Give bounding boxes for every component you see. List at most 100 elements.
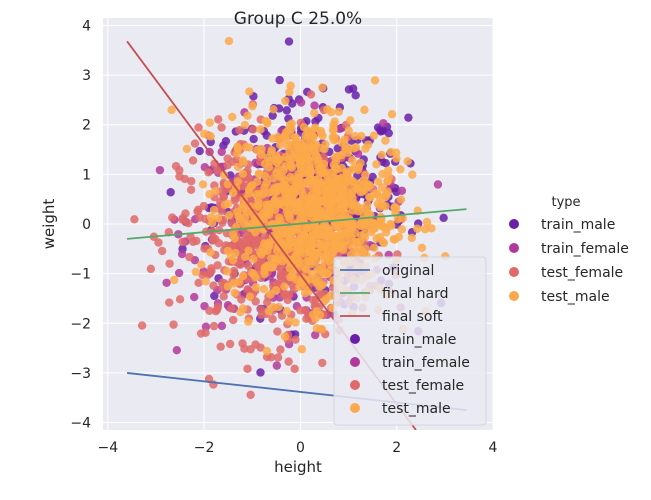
data-point bbox=[319, 220, 329, 230]
data-point bbox=[186, 185, 196, 195]
data-point bbox=[357, 131, 366, 141]
data-point bbox=[295, 250, 305, 260]
data-point bbox=[174, 268, 184, 278]
data-point bbox=[244, 246, 253, 255]
data-point bbox=[363, 140, 373, 149]
data-point bbox=[235, 125, 244, 135]
data-point bbox=[365, 192, 374, 202]
data-point bbox=[266, 290, 275, 299]
data-point bbox=[307, 239, 316, 248]
data-point bbox=[167, 105, 176, 115]
data-point bbox=[177, 249, 187, 259]
data-point bbox=[390, 235, 400, 244]
data-point bbox=[282, 106, 291, 115]
data-point bbox=[284, 317, 294, 326]
data-point bbox=[291, 335, 300, 344]
data-point bbox=[318, 268, 328, 277]
data-point bbox=[280, 282, 289, 291]
inner-legend-frame bbox=[333, 256, 487, 426]
data-point bbox=[302, 224, 312, 233]
data-point bbox=[268, 111, 277, 120]
data-point bbox=[165, 259, 174, 268]
data-point bbox=[286, 206, 295, 215]
y-tick-label: −1 bbox=[70, 267, 91, 283]
data-point bbox=[341, 200, 351, 210]
data-point bbox=[137, 321, 147, 330]
data-point bbox=[278, 172, 287, 182]
y-tick-label: 2 bbox=[82, 118, 91, 134]
data-point bbox=[368, 218, 378, 227]
data-point bbox=[299, 122, 309, 132]
data-point bbox=[231, 248, 240, 258]
data-point bbox=[256, 305, 266, 314]
data-point bbox=[317, 178, 327, 187]
data-point bbox=[274, 213, 284, 222]
data-point bbox=[236, 260, 245, 269]
data-point bbox=[235, 215, 244, 224]
data-point bbox=[349, 144, 358, 153]
y-tick-label: 3 bbox=[82, 68, 91, 84]
data-point bbox=[185, 252, 194, 262]
data-point bbox=[413, 224, 422, 233]
data-point bbox=[201, 277, 210, 286]
data-point bbox=[207, 266, 216, 276]
data-point bbox=[217, 321, 227, 331]
data-point bbox=[201, 322, 211, 331]
data-point bbox=[377, 183, 387, 192]
data-point bbox=[228, 188, 238, 198]
data-point bbox=[249, 134, 258, 144]
data-point bbox=[397, 225, 407, 234]
legend-entry-label: train_male bbox=[382, 332, 456, 348]
data-point bbox=[326, 291, 335, 300]
data-point bbox=[268, 134, 277, 143]
data-point bbox=[175, 295, 185, 304]
data-point bbox=[351, 131, 360, 141]
data-point bbox=[360, 105, 369, 115]
data-point bbox=[291, 275, 301, 284]
data-point bbox=[262, 346, 272, 356]
data-point bbox=[223, 199, 233, 209]
data-point bbox=[396, 165, 405, 174]
legend-entry-label: test_female bbox=[541, 265, 623, 281]
data-point bbox=[162, 278, 171, 287]
data-point bbox=[230, 288, 239, 298]
data-point bbox=[332, 222, 341, 231]
data-point bbox=[334, 107, 344, 116]
data-point bbox=[292, 200, 301, 210]
data-point bbox=[264, 163, 274, 172]
data-point bbox=[259, 284, 269, 294]
data-point bbox=[348, 243, 358, 253]
data-point bbox=[257, 150, 266, 159]
legend-entry-label: train_male bbox=[541, 217, 615, 233]
data-point bbox=[290, 364, 299, 374]
data-point bbox=[376, 213, 386, 223]
data-point bbox=[295, 282, 304, 291]
data-point bbox=[195, 146, 204, 156]
data-point bbox=[232, 155, 241, 165]
data-point bbox=[266, 353, 276, 362]
data-point bbox=[324, 185, 333, 194]
y-tick-label: 4 bbox=[82, 18, 91, 34]
data-point bbox=[439, 213, 448, 223]
data-point bbox=[266, 156, 275, 166]
data-point bbox=[262, 178, 271, 188]
data-point bbox=[356, 158, 365, 168]
legend-entry-label: final hard bbox=[382, 286, 448, 302]
data-point bbox=[290, 147, 299, 156]
data-point bbox=[272, 168, 281, 177]
x-tick-label: −4 bbox=[97, 440, 118, 456]
data-point bbox=[370, 76, 380, 85]
data-point bbox=[281, 96, 290, 106]
data-point bbox=[223, 246, 233, 256]
data-point bbox=[246, 390, 255, 400]
data-point bbox=[213, 261, 222, 270]
data-point bbox=[273, 327, 282, 336]
data-point bbox=[273, 353, 283, 362]
data-point bbox=[199, 201, 209, 211]
data-point bbox=[262, 240, 272, 249]
data-point bbox=[284, 357, 293, 366]
legend-entry-label: original bbox=[382, 263, 434, 279]
data-point bbox=[223, 160, 232, 170]
data-point bbox=[181, 209, 190, 218]
data-point bbox=[214, 239, 224, 248]
